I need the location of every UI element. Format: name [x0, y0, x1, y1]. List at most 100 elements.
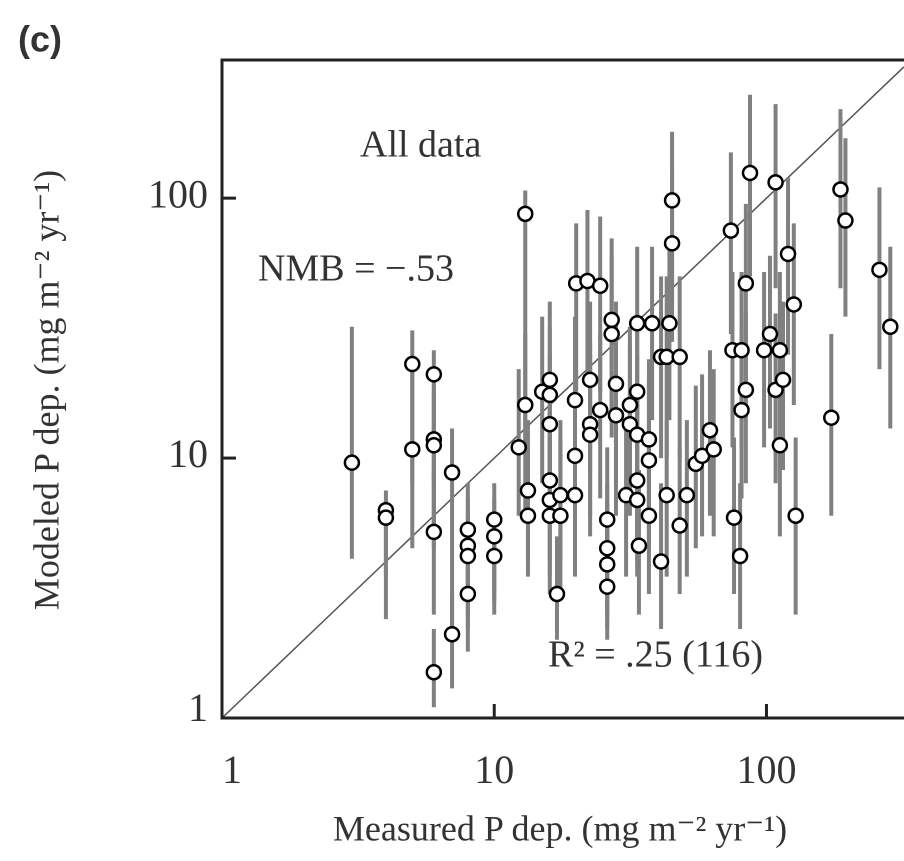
point: [882, 318, 899, 336]
annotation: R² = .25 (116): [548, 634, 763, 676]
point: [603, 311, 620, 329]
point: [671, 348, 688, 366]
plot-frame: [220, 58, 904, 720]
point: [755, 341, 773, 359]
annotation: NMB = −.53: [258, 248, 454, 290]
point: [607, 407, 625, 424]
point: [787, 507, 804, 524]
plot-area: [222, 66, 904, 718]
point: [485, 511, 503, 528]
point: [661, 315, 678, 332]
point: [598, 556, 616, 573]
point: [761, 325, 779, 343]
point: [510, 439, 527, 456]
point: [731, 547, 749, 565]
point: [779, 245, 797, 263]
point: [771, 437, 789, 454]
point: [591, 277, 609, 295]
point: [837, 212, 854, 229]
point: [628, 491, 646, 509]
point: [598, 578, 616, 595]
point: [630, 537, 648, 554]
annotation: All data: [360, 124, 481, 166]
point: [663, 192, 681, 209]
point: [737, 275, 755, 292]
x-tick-label: 100: [736, 747, 796, 792]
point: [722, 222, 740, 239]
point: [485, 528, 503, 545]
x-tick-label: 10: [474, 747, 514, 792]
x-tick-label: 1: [222, 747, 242, 792]
point: [404, 441, 421, 458]
point: [628, 315, 646, 332]
point: [566, 391, 584, 409]
point: [823, 409, 840, 426]
point: [832, 181, 849, 198]
point: [541, 472, 559, 489]
point: [640, 507, 658, 524]
point: [603, 325, 620, 343]
point: [519, 482, 537, 499]
point: [733, 341, 750, 359]
point: [343, 454, 361, 471]
point: [548, 585, 566, 603]
point: [737, 381, 755, 399]
point: [404, 355, 421, 373]
point: [871, 261, 888, 279]
point: [652, 553, 670, 570]
point: [640, 431, 658, 448]
point: [628, 472, 646, 489]
point: [566, 486, 584, 504]
point: [725, 509, 743, 526]
point: [425, 523, 443, 541]
point: [785, 296, 803, 313]
point: [443, 464, 461, 481]
point: [705, 441, 722, 458]
point: [552, 507, 569, 524]
point: [733, 401, 750, 419]
point: [658, 486, 675, 504]
point: [425, 366, 443, 383]
point: [377, 509, 395, 526]
point: [459, 585, 477, 603]
point: [607, 375, 625, 393]
point: [598, 539, 616, 557]
point: [621, 396, 639, 414]
y-axis-label: Modeled P dep. (mg m⁻² yr⁻¹): [26, 170, 66, 610]
point: [774, 371, 792, 389]
point: [519, 507, 537, 524]
point: [671, 517, 688, 534]
point: [591, 401, 609, 419]
point: [640, 452, 658, 469]
x-axis-label: Measured P dep. (mg m⁻² yr⁻¹): [333, 808, 787, 848]
point: [663, 235, 681, 252]
point: [459, 521, 477, 538]
point: [541, 386, 559, 404]
y-tick-label: 10: [168, 431, 208, 476]
point: [767, 174, 784, 191]
point: [643, 315, 661, 332]
y-tick-label: 1: [188, 685, 208, 730]
point: [771, 341, 789, 359]
point: [541, 415, 559, 433]
point: [541, 371, 559, 389]
point: [485, 547, 503, 565]
y-tick-label: 100: [148, 171, 208, 216]
point: [598, 511, 616, 528]
point: [459, 547, 477, 565]
one-to-one-line: [222, 66, 904, 718]
point: [678, 486, 696, 504]
point: [425, 437, 443, 454]
point: [581, 371, 599, 389]
point: [581, 426, 599, 443]
point: [517, 205, 534, 223]
point: [517, 396, 534, 414]
point: [425, 663, 443, 681]
point: [628, 383, 646, 400]
point: [443, 625, 461, 643]
point: [741, 164, 759, 182]
point: [552, 486, 569, 504]
point: [566, 447, 584, 465]
